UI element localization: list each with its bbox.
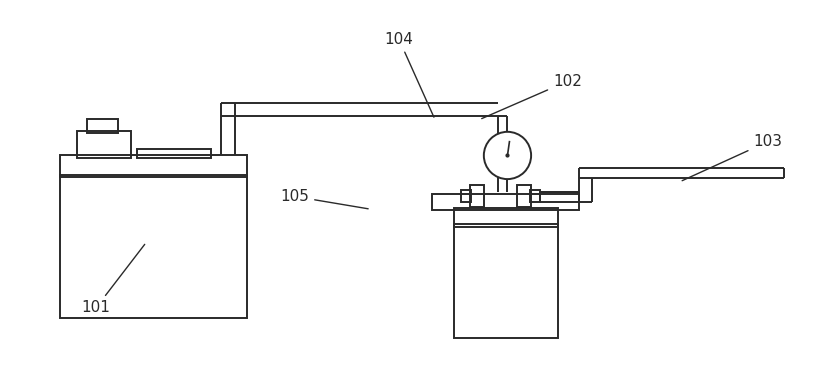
Text: 102: 102 (482, 74, 582, 119)
Text: 103: 103 (682, 134, 782, 181)
Bar (518, 185, 531, 207)
Circle shape (484, 132, 531, 179)
Text: 105: 105 (280, 189, 368, 209)
Text: 104: 104 (384, 32, 434, 117)
Bar (454, 224, 558, 338)
Bar (60, 155, 247, 177)
Bar (462, 190, 471, 202)
Bar (470, 185, 484, 207)
Bar (454, 208, 558, 227)
Bar (87, 119, 118, 133)
Bar (431, 194, 580, 210)
Bar (60, 175, 247, 318)
Bar (77, 131, 131, 158)
Bar (530, 190, 540, 202)
Text: 101: 101 (81, 244, 145, 315)
Bar (137, 148, 211, 158)
